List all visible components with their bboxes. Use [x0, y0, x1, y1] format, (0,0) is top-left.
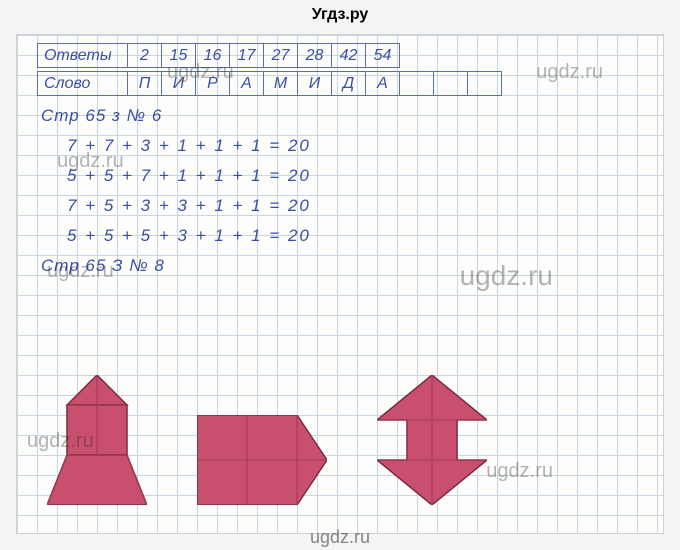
tangram-shape [377, 375, 487, 505]
letter-cell: Д [332, 72, 366, 96]
letter-cell: И [162, 72, 196, 96]
letter-cell: П [128, 72, 162, 96]
table-row: Ответы 2 15 16 17 27 28 42 54 [38, 44, 502, 68]
answer-cell: 2 [128, 44, 162, 68]
letter-cell: М [264, 72, 298, 96]
equation-line: 7 + 7 + 3 + 1 + 1 + 1 = 20 [67, 136, 653, 156]
letter-cell: А [230, 72, 264, 96]
answer-table: Ответы 2 15 16 17 27 28 42 54 Слово П И … [37, 43, 502, 96]
answers-label: Ответы [38, 44, 128, 68]
tangram-shape [47, 375, 147, 505]
answer-cell: 16 [196, 44, 230, 68]
equation-line: 5 + 5 + 7 + 1 + 1 + 1 = 20 [67, 166, 653, 186]
answer-cell: 27 [264, 44, 298, 68]
table-row: Слово П И Р А М И Д А [38, 72, 502, 96]
blank-cell [400, 72, 434, 96]
page-content: Ответы 2 15 16 17 27 28 42 54 Слово П И … [17, 35, 663, 533]
watermark-text: ugdz.ru [486, 460, 553, 483]
letter-cell: Р [196, 72, 230, 96]
letter-cell: А [366, 72, 400, 96]
footer-watermark: ugdz.ru [0, 527, 680, 548]
answer-cell: 17 [230, 44, 264, 68]
word-label: Слово [38, 72, 128, 96]
answer-cell: 15 [162, 44, 196, 68]
answer-cell: 28 [298, 44, 332, 68]
shapes-row [47, 375, 487, 505]
section-title: Стр 65 З № 8 [41, 256, 653, 276]
letter-cell: И [298, 72, 332, 96]
tangram-shape [197, 415, 327, 505]
section-title: Стр 65 з № 6 [41, 106, 653, 126]
answer-cell: 54 [366, 44, 400, 68]
graph-paper: Ответы 2 15 16 17 27 28 42 54 Слово П И … [16, 34, 664, 534]
site-header: Угдз.ру [0, 0, 680, 30]
equation-line: 7 + 5 + 3 + 3 + 1 + 1 = 20 [67, 196, 653, 216]
blank-cell [468, 72, 502, 96]
answer-cell: 42 [332, 44, 366, 68]
equation-line: 5 + 5 + 5 + 3 + 1 + 1 = 20 [67, 226, 653, 246]
blank-cell [434, 72, 468, 96]
watermark-text: ugdz.ru [536, 61, 603, 84]
